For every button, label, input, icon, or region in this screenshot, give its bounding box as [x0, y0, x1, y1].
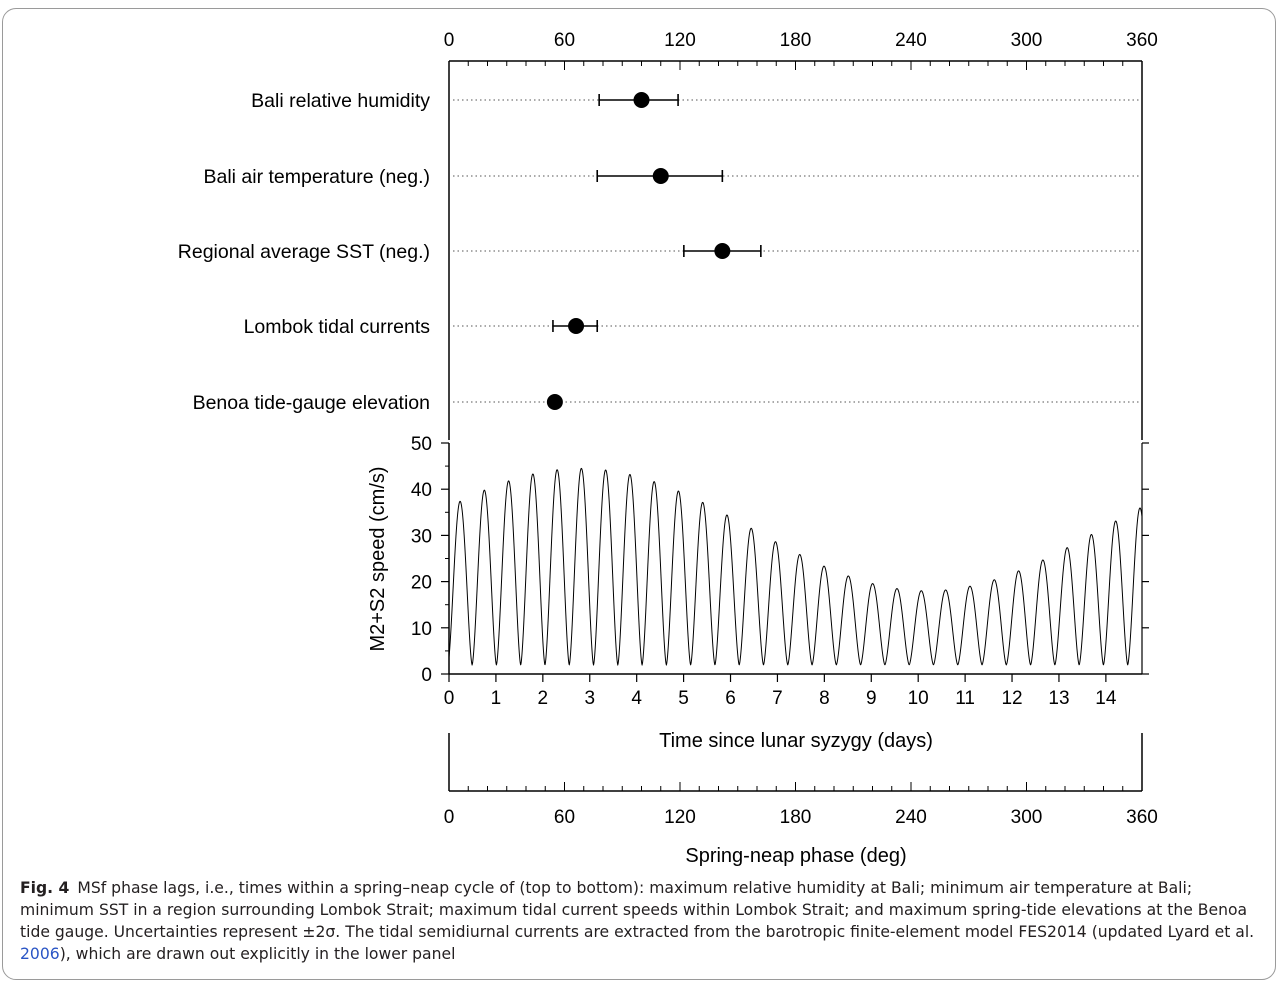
top-tick-label-240: 240: [895, 30, 927, 51]
bot-tick-label-120: 120: [664, 807, 696, 828]
mid-y-tick-label-0: 0: [421, 665, 432, 686]
figure-frame: [2, 8, 1276, 980]
mid-x-tick-label-10: 10: [908, 688, 929, 709]
mid-x-tick-label-11: 11: [955, 688, 975, 709]
data-point-regional-average-sst-neg: [714, 243, 731, 259]
bot-tick-label-360: 360: [1126, 807, 1158, 828]
top-tick-label-60: 60: [554, 30, 575, 51]
figure-caption: Fig. 4 MSf phase lags, i.e., times within…: [20, 877, 1268, 965]
data-point-lombok-tidal-currents: [568, 318, 585, 334]
caption-text: MSf phase lags, i.e., times within a spr…: [20, 879, 1255, 941]
citation-link[interactable]: 2006: [20, 945, 60, 963]
mid-x-tick-label-7: 7: [772, 688, 783, 709]
mid-y-axis-title: M2+S2 speed (cm/s): [367, 466, 389, 651]
bot-tick-label-60: 60: [554, 807, 575, 828]
bot-tick-label-0: 0: [444, 807, 455, 828]
top-tick-label-360: 360: [1126, 30, 1158, 51]
row-label-lombok-tidal-currents: Lombok tidal currents: [244, 316, 431, 338]
mid-x-tick-label-13: 13: [1048, 688, 1069, 709]
top-tick-label-180: 180: [780, 30, 812, 51]
row-label-benoa-tide-gauge-elevation: Benoa tide-gauge elevation: [193, 392, 430, 414]
mid-x-tick-label-12: 12: [1001, 688, 1022, 709]
mid-x-tick-label-4: 4: [631, 688, 642, 709]
mid-x-tick-label-8: 8: [819, 688, 830, 709]
mid-y-tick-label-50: 50: [411, 434, 432, 455]
data-point-benoa-tide-gauge-elevation: [546, 394, 563, 410]
row-label-regional-average-sst-neg: Regional average SST (neg.): [178, 241, 430, 263]
tidal-speed-line: [448, 467, 1143, 667]
bot-tick-label-300: 300: [1011, 807, 1043, 828]
mid-x-tick-label-0: 0: [444, 688, 455, 709]
row-label-bali-air-temperature-neg: Bali air temperature (neg.): [203, 166, 430, 188]
row-label-bali-relative-humidity: Bali relative humidity: [251, 90, 430, 112]
phase-axis-panel: 0 60 120 180 240 300 360 Spring-neap phase (deg…: [444, 733, 1158, 867]
mid-y-tick-label-30: 30: [411, 526, 432, 547]
mid-y-tick-label-40: 40: [411, 480, 432, 501]
caption-text-end: ), which are drawn out explicitly in the…: [59, 945, 456, 963]
data-point-bali-air-temperature-neg: [652, 168, 669, 184]
mid-x-tick-label-14: 14: [1095, 688, 1117, 709]
mid-y-tick-label-10: 10: [411, 619, 432, 640]
mid-x-tick-label-2: 2: [538, 688, 549, 709]
bot-x-axis-title: Spring-neap phase (deg): [685, 845, 906, 867]
mid-x-tick-label-3: 3: [584, 688, 595, 709]
top-tick-label-120: 120: [664, 30, 696, 51]
phase-lag-panel: 0 60 120 180 240 300 360 Bali relative humidity…: [178, 30, 1158, 440]
mid-x-tick-label-9: 9: [866, 688, 877, 709]
mid-x-tick-label-5: 5: [678, 688, 689, 709]
bot-tick-label-240: 240: [895, 807, 927, 828]
mid-x-axis-title: Time since lunar syzygy (days): [659, 730, 933, 752]
top-tick-label-0: 0: [444, 30, 455, 51]
mid-y-tick-label-20: 20: [411, 573, 432, 594]
data-point-bali-relative-humidity: [633, 92, 650, 108]
mid-x-tick-label-1: 1: [491, 688, 502, 709]
mid-x-tick-label-6: 6: [725, 688, 736, 709]
top-tick-label-300: 300: [1011, 30, 1043, 51]
bot-tick-label-180: 180: [780, 807, 812, 828]
figure-number: Fig. 4: [20, 879, 70, 897]
